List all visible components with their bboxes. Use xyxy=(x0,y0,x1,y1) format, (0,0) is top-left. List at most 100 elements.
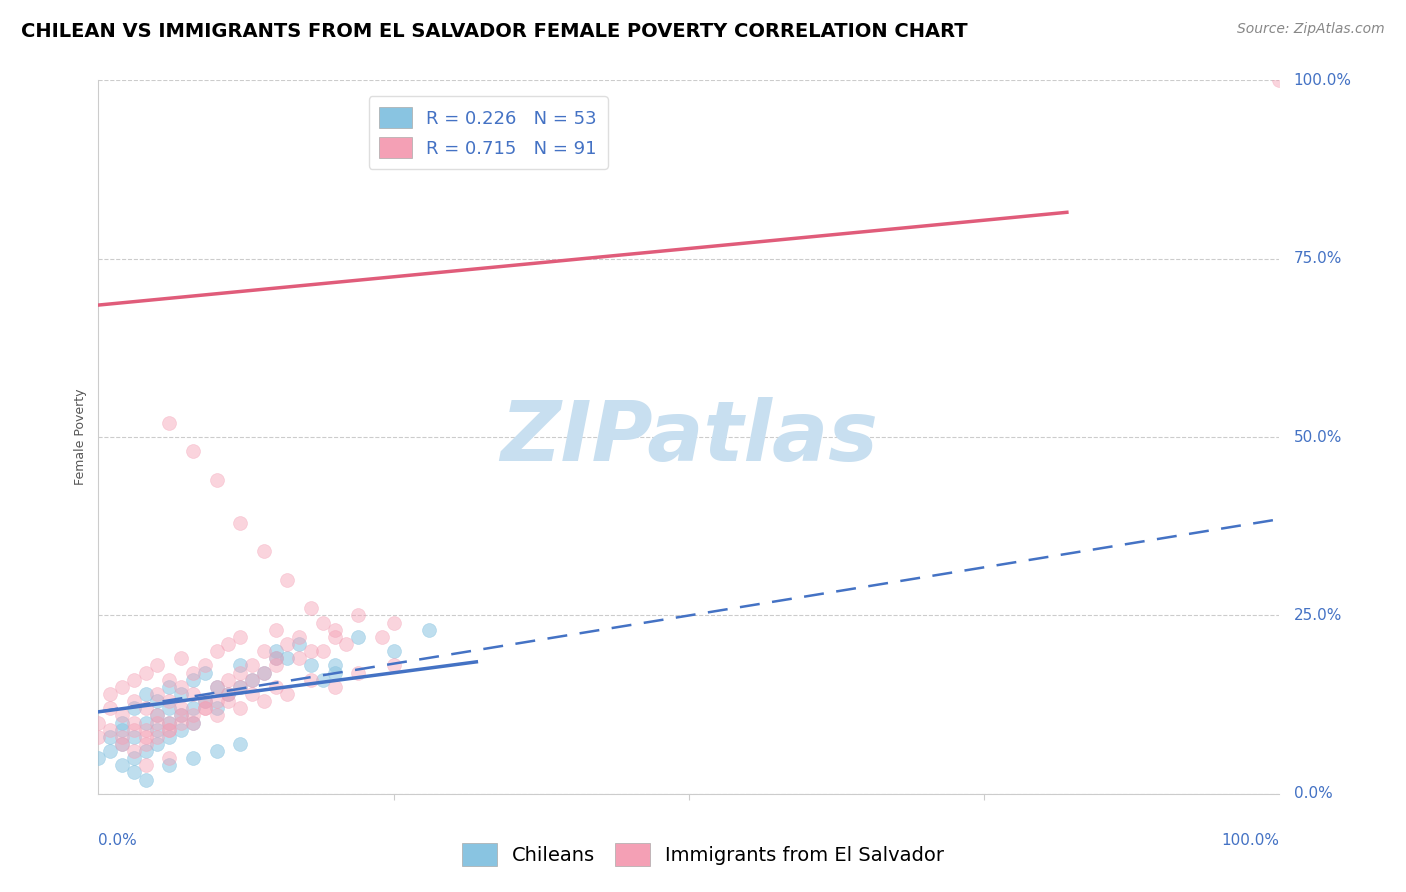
Point xyxy=(194,694,217,708)
Point xyxy=(157,723,180,737)
Point xyxy=(135,701,157,715)
Point xyxy=(323,658,346,673)
Point xyxy=(122,730,145,744)
Point xyxy=(135,665,157,680)
Point xyxy=(323,623,346,637)
Point xyxy=(122,694,145,708)
Point xyxy=(217,687,239,701)
Point xyxy=(146,715,169,730)
Point xyxy=(253,644,276,658)
Point xyxy=(170,680,193,694)
Point xyxy=(229,665,252,680)
Point xyxy=(205,708,228,723)
Text: 50.0%: 50.0% xyxy=(1294,430,1341,444)
Point xyxy=(170,687,193,701)
Point xyxy=(253,665,276,680)
Point xyxy=(299,658,322,673)
Point xyxy=(181,444,204,458)
Point xyxy=(181,715,204,730)
Point xyxy=(181,665,204,680)
Point xyxy=(98,744,121,758)
Text: 0.0%: 0.0% xyxy=(1294,787,1333,801)
Point xyxy=(240,658,263,673)
Point xyxy=(240,687,263,701)
Point xyxy=(205,744,228,758)
Point xyxy=(288,651,311,665)
Point xyxy=(181,715,204,730)
Point xyxy=(229,680,252,694)
Point xyxy=(371,630,394,644)
Point xyxy=(299,673,322,687)
Point xyxy=(347,608,370,623)
Point xyxy=(157,715,180,730)
Text: 25.0%: 25.0% xyxy=(1294,608,1341,623)
Point xyxy=(229,701,252,715)
Point xyxy=(382,644,405,658)
Point xyxy=(135,737,157,751)
Point xyxy=(312,644,335,658)
Text: 100.0%: 100.0% xyxy=(1294,73,1351,87)
Point xyxy=(157,723,180,737)
Point xyxy=(181,708,204,723)
Point xyxy=(122,723,145,737)
Point xyxy=(418,623,440,637)
Point xyxy=(111,758,134,772)
Point xyxy=(217,673,239,687)
Point xyxy=(347,630,370,644)
Point xyxy=(111,708,134,723)
Point xyxy=(205,694,228,708)
Point xyxy=(157,673,180,687)
Point xyxy=(135,744,157,758)
Point xyxy=(253,694,276,708)
Point xyxy=(135,730,157,744)
Point xyxy=(111,715,134,730)
Point xyxy=(157,680,180,694)
Point xyxy=(122,715,145,730)
Point xyxy=(217,687,239,701)
Point xyxy=(98,723,121,737)
Point xyxy=(194,665,217,680)
Point xyxy=(299,601,322,615)
Point xyxy=(87,715,110,730)
Point xyxy=(157,730,180,744)
Point xyxy=(205,701,228,715)
Text: ZIPatlas: ZIPatlas xyxy=(501,397,877,477)
Point xyxy=(253,544,276,558)
Point xyxy=(111,730,134,744)
Point xyxy=(229,737,252,751)
Point xyxy=(240,673,263,687)
Point xyxy=(253,665,276,680)
Point xyxy=(157,694,180,708)
Point xyxy=(229,516,252,530)
Point xyxy=(122,751,145,765)
Point xyxy=(157,715,180,730)
Point xyxy=(264,680,287,694)
Point xyxy=(205,644,228,658)
Point xyxy=(194,701,217,715)
Point xyxy=(181,673,204,687)
Point xyxy=(181,751,204,765)
Point xyxy=(194,701,217,715)
Point xyxy=(135,772,157,787)
Point xyxy=(323,665,346,680)
Point xyxy=(146,687,169,701)
Point xyxy=(276,651,298,665)
Point xyxy=(157,751,180,765)
Point xyxy=(323,630,346,644)
Point xyxy=(170,723,193,737)
Point xyxy=(170,701,193,715)
Point xyxy=(335,637,357,651)
Point xyxy=(240,673,263,687)
Point xyxy=(382,658,405,673)
Point xyxy=(146,708,169,723)
Point xyxy=(181,687,204,701)
Legend: Chileans, Immigrants from El Salvador: Chileans, Immigrants from El Salvador xyxy=(454,835,952,873)
Point xyxy=(205,473,228,487)
Point xyxy=(98,730,121,744)
Point xyxy=(122,701,145,715)
Point xyxy=(264,651,287,665)
Point xyxy=(111,723,134,737)
Point xyxy=(194,694,217,708)
Point xyxy=(323,680,346,694)
Point xyxy=(157,758,180,772)
